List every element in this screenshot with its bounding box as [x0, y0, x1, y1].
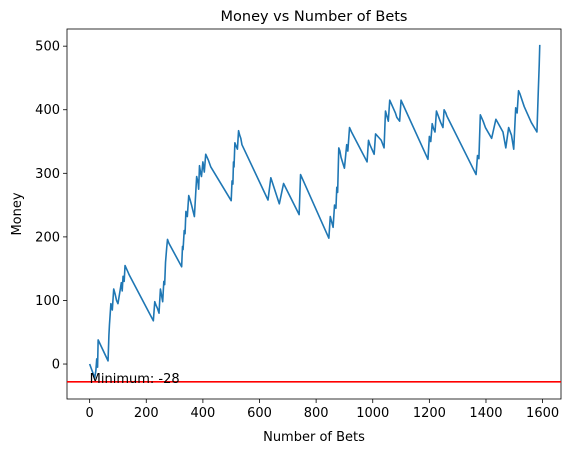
minimum-annotation: Minimum: -28	[90, 372, 180, 387]
chart-title: Money vs Number of Bets	[221, 9, 408, 25]
x-tick-label: 1400	[469, 406, 502, 421]
y-tick-label: 400	[35, 103, 60, 118]
money-line	[88, 44, 541, 379]
x-tick-label: 1200	[413, 406, 446, 421]
x-axis-label: Number of Bets	[263, 430, 365, 445]
y-tick-label: 300	[35, 167, 60, 182]
x-tick-label: 1000	[356, 406, 389, 421]
axes-frame	[66, 28, 562, 400]
y-tick-label: 500	[35, 40, 60, 55]
x-tick-label: 0	[86, 406, 94, 421]
y-tick-label: 200	[35, 230, 60, 245]
y-axis-label: Money	[10, 192, 25, 235]
y-tick-label: 0	[52, 358, 60, 373]
x-tick-label: 400	[190, 406, 215, 421]
x-axis-ticks: 0 200 400 600 800 1000 1200 1400 1600	[86, 399, 559, 421]
x-tick-label: 200	[134, 406, 159, 421]
series-group	[88, 44, 541, 379]
x-tick-label: 600	[247, 406, 272, 421]
y-axis-ticks: 0 100 200 300 400 500	[35, 40, 67, 373]
x-tick-label: 1600	[526, 406, 559, 421]
annotations: Minimum: -28	[90, 372, 180, 387]
x-tick-label: 800	[304, 406, 329, 421]
plot-area: Minimum: -28	[66, 28, 562, 400]
y-tick-label: 100	[35, 294, 60, 309]
